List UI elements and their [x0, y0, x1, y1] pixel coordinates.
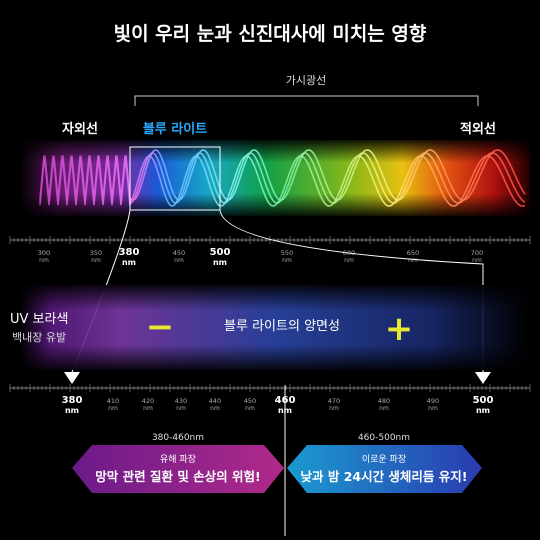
ruler-value: 490	[427, 397, 439, 405]
ruler-value: 300	[38, 249, 50, 257]
ruler-unit: nm	[122, 258, 136, 267]
uv-note: 백내장 유발	[12, 331, 66, 344]
ir-label: 적외선	[460, 121, 496, 137]
ruler-unit: nm	[344, 257, 354, 264]
wave	[39, 155, 526, 207]
ruler-value: 700	[471, 249, 483, 257]
ruler-unit: nm	[91, 257, 101, 264]
ruler-value: 430	[175, 397, 187, 405]
ruler-value: 550	[281, 249, 293, 257]
ruler-unit: nm	[282, 257, 292, 264]
ruler-unit: nm	[408, 257, 418, 264]
range-tag: 이로운 파장	[362, 454, 406, 465]
marker-380	[64, 372, 80, 384]
ruler-unit: nm	[428, 405, 438, 412]
ruler-value: 500	[473, 395, 494, 406]
ruler-unit: nm	[65, 406, 79, 415]
ruler-unit: nm	[329, 405, 339, 412]
marker-500	[475, 372, 491, 384]
ruler-value: 450	[244, 397, 256, 405]
ruler-value: 450	[173, 249, 185, 257]
zoom-line-right	[219, 209, 484, 372]
ruler-value: 420	[142, 397, 154, 405]
harmful-arrow	[72, 445, 284, 493]
ruler-value: 470	[328, 397, 340, 405]
blue-label: 블루 라이트	[143, 121, 207, 137]
minus-sign: −	[146, 307, 175, 347]
ruler-unit: nm	[476, 406, 490, 415]
ruler-unit: nm	[210, 405, 220, 412]
ruler-unit: nm	[176, 405, 186, 412]
range-message: 망막 관련 질환 및 손상의 위험!	[95, 469, 260, 484]
uv-title: UV 보라색	[10, 312, 68, 327]
ruler-unit: nm	[213, 258, 227, 267]
ruler-value: 440	[209, 397, 221, 405]
ruler-value: 380	[119, 247, 140, 258]
uv-label: 자외선	[62, 121, 98, 137]
range-label: 380-460nm	[152, 433, 204, 443]
ruler-unit: nm	[174, 257, 184, 264]
ruler-unit: nm	[143, 405, 153, 412]
range-tag: 유해 파장	[160, 454, 196, 465]
ruler-value: 410	[107, 397, 119, 405]
range-message: 낮과 밤 24시간 생체리듬 유지!	[300, 469, 467, 484]
range-label: 460-500nm	[358, 433, 410, 443]
ruler-unit: nm	[245, 405, 255, 412]
blue-highlight	[129, 146, 221, 211]
beneficial-arrow	[287, 445, 482, 493]
ruler-value: 650	[407, 249, 419, 257]
visible-label: 가시광선	[286, 74, 326, 87]
ruler-value: 350	[90, 249, 102, 257]
ruler-value: 380	[62, 395, 83, 406]
ruler-unit: nm	[39, 257, 49, 264]
waves	[39, 149, 526, 207]
duality-caption: 블루 라이트의 양면성	[224, 319, 340, 334]
plus-sign: +	[385, 309, 414, 349]
ruler-value: 480	[378, 397, 390, 405]
title: 빛이 우리 눈과 신진대사에 미치는 영향	[114, 23, 427, 45]
ruler-unit: nm	[472, 257, 482, 264]
visible-bracket	[134, 95, 479, 106]
detail-fade	[20, 285, 530, 370]
ruler-unit: nm	[108, 405, 118, 412]
ruler-value: 500	[210, 247, 231, 258]
ruler-unit: nm	[379, 405, 389, 412]
